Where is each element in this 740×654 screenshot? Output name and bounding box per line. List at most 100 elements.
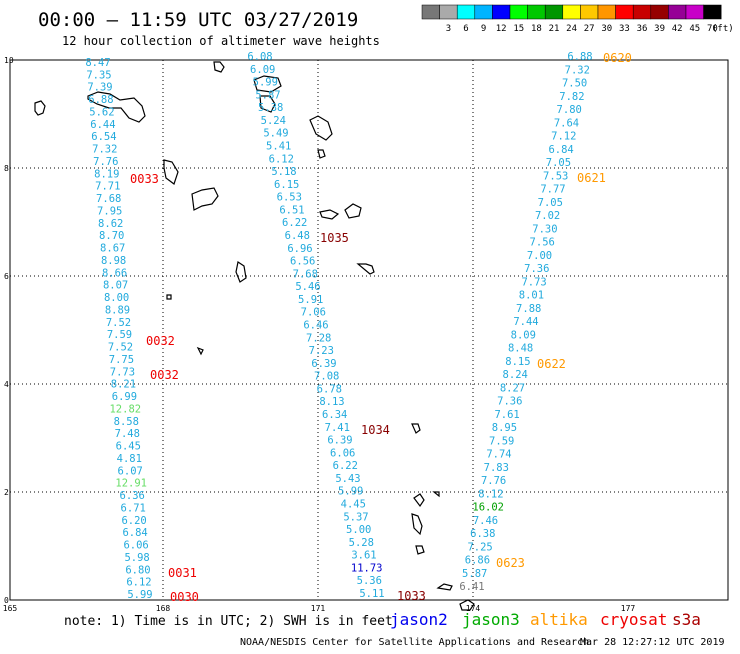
legend-swatch xyxy=(474,4,493,20)
wave-height-value: 8.21 xyxy=(111,379,136,391)
wave-height-value: 8.58 xyxy=(114,416,139,428)
wave-height-value: 5.37 xyxy=(343,511,368,523)
legend-swatch xyxy=(650,4,669,20)
satellite-name-jason3: jason3 xyxy=(462,610,520,629)
wave-height-value: 5.87 xyxy=(462,568,487,580)
legend-label: 70 xyxy=(707,24,718,34)
legend-label: 33 xyxy=(619,24,630,34)
wave-height-value: 7.28 xyxy=(306,332,331,344)
wave-height-value: 5.18 xyxy=(271,166,296,178)
island-outlines xyxy=(34,61,475,611)
lat-tick-label: 8 xyxy=(4,164,9,173)
wave-height-value: 7.73 xyxy=(110,366,135,378)
legend-label: 15 xyxy=(513,24,524,34)
wave-height-value: 7.88 xyxy=(516,303,541,315)
wave-height-value: 5.00 xyxy=(346,524,371,536)
wave-height-value: 7.73 xyxy=(521,276,546,288)
lon-tick-label: 171 xyxy=(311,604,326,613)
wave-height-value: 8.27 xyxy=(500,382,525,394)
island-outline xyxy=(317,149,326,159)
wave-height-value: 7.02 xyxy=(535,210,560,222)
wave-height-value: 7.75 xyxy=(109,354,134,366)
wave-height-value: 7.08 xyxy=(314,371,339,383)
island-outline xyxy=(432,491,440,498)
wave-height-value: 6.96 xyxy=(287,243,312,255)
wave-height-value: 8.07 xyxy=(103,280,128,292)
wave-height-value: 5.24 xyxy=(261,115,286,127)
wave-height-value: 8.13 xyxy=(319,396,344,408)
lat-tick-label: 0 xyxy=(4,596,9,605)
wave-height-value: 6.06 xyxy=(123,540,148,552)
island-outline xyxy=(166,294,172,300)
wave-height-value: 7.32 xyxy=(565,64,590,76)
wave-height-value: 8.70 xyxy=(99,230,124,242)
satellite-name-s3a: s3a xyxy=(672,610,701,629)
wave-height-value: 7.48 xyxy=(115,428,140,440)
legend-label: 18 xyxy=(531,24,542,34)
wave-height-value: 7.36 xyxy=(524,263,549,275)
wave-height-value: 7.52 xyxy=(106,317,131,329)
legend-label: 36 xyxy=(637,24,648,34)
pass-time-label: 1035 xyxy=(320,231,349,245)
legend-swatch xyxy=(685,4,704,20)
legend-swatch xyxy=(615,4,634,20)
footer-credit: NOAA/NESDIS Center for Satellite Applica… xyxy=(240,637,589,648)
pass-time-label: 0623 xyxy=(496,556,525,570)
wave-height-value: 7.59 xyxy=(107,329,132,341)
lat-tick-label: 4 xyxy=(4,380,9,389)
lon-tick-label: 177 xyxy=(621,604,636,613)
island-outline xyxy=(459,599,475,611)
wave-height-value: 6.39 xyxy=(311,358,336,370)
wave-height-value: 5.43 xyxy=(335,473,360,485)
pass-time-label: 0031 xyxy=(168,566,197,580)
satellite-name-cryosat: cryosat xyxy=(600,610,667,629)
wave-height-value: 7.71 xyxy=(95,181,120,193)
footer-note: note: 1) Time is in UTC; 2) SWH is in fe… xyxy=(64,614,393,629)
wave-height-value: 7.36 xyxy=(497,396,522,408)
wave-height-value: 5.38 xyxy=(258,102,283,114)
wave-height-value: 7.74 xyxy=(486,449,511,461)
legend-label: 12 xyxy=(496,24,507,34)
wave-height-value: 5.91 xyxy=(298,294,323,306)
legend-unit: (ft) xyxy=(712,24,734,34)
wave-height-value: 7.50 xyxy=(562,78,587,90)
legend-swatch xyxy=(580,4,599,20)
wave-height-value: 5.87 xyxy=(255,89,280,101)
wave-height-value: 7.77 xyxy=(540,184,565,196)
pass-time-label: 0032 xyxy=(150,368,179,382)
legend-label: 9 xyxy=(481,24,486,34)
wave-height-value: 7.61 xyxy=(494,409,519,421)
wave-height-value: 6.38 xyxy=(470,528,495,540)
lon-tick-label: 174 xyxy=(466,604,481,613)
legend-label: 30 xyxy=(601,24,612,34)
color-legend: 3 6 9 12 15 18 21 24 27 30 33 36 39 42 45 70 xyxy=(421,4,722,34)
wave-height-value: 5.11 xyxy=(359,588,384,600)
island-outline xyxy=(34,100,46,116)
island-outline xyxy=(259,95,276,113)
wave-height-value: 4.81 xyxy=(117,453,142,465)
wave-height-value: 6.39 xyxy=(327,435,352,447)
wave-height-value: 7.80 xyxy=(557,104,582,116)
wave-height-value: 7.06 xyxy=(301,307,326,319)
wave-height-value: 6.15 xyxy=(274,179,299,191)
wave-height-value: 12.82 xyxy=(109,403,141,415)
wave-height-value: 7.44 xyxy=(513,316,538,328)
wave-height-value: 6.54 xyxy=(91,131,116,143)
wave-height-value: 8.19 xyxy=(94,168,119,180)
wave-height-value: 6.88 xyxy=(88,94,113,106)
map-subtitle: 12 hour collection of altimeter wave hei… xyxy=(62,34,380,48)
legend-swatch xyxy=(632,4,652,20)
wave-height-value: 7.68 xyxy=(293,268,318,280)
wave-height-value: 7.05 xyxy=(538,197,563,209)
wave-height-value: 6.12 xyxy=(126,577,151,589)
wave-height-value: 7.25 xyxy=(467,541,492,553)
island-outline xyxy=(415,545,425,555)
wave-height-value: 6.88 xyxy=(567,51,592,63)
wave-height-value: 8.48 xyxy=(508,343,533,355)
lat-tick-label: 2 xyxy=(4,488,9,497)
legend-swatch xyxy=(421,4,440,20)
wave-height-value: 6.46 xyxy=(303,320,328,332)
wave-height-value: 3.61 xyxy=(351,550,376,562)
